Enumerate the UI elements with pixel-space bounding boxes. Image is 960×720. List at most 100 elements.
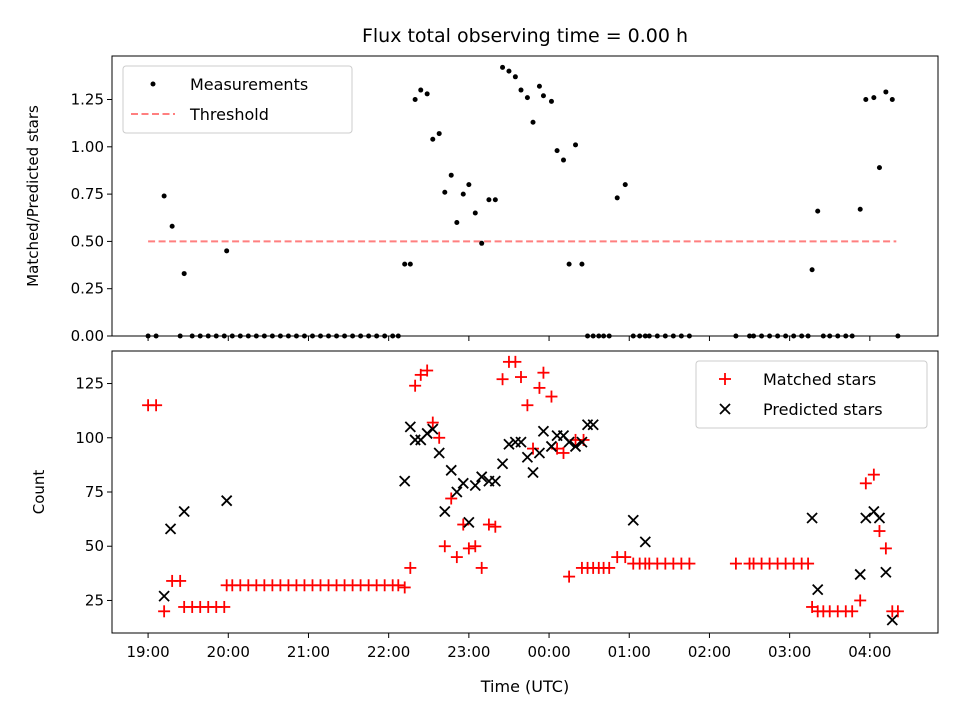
top-legend-box [122,65,353,134]
predicted-star-point [158,590,170,602]
measurement-point [181,271,187,277]
x-tick-label: 02:00 [688,643,731,661]
predicted-star-point [587,419,599,431]
matched-star-point [409,379,422,392]
measurement-point [863,97,869,103]
matched-star-point [218,600,231,613]
top-legend: Measurements Threshold [122,65,353,134]
measurement-point [161,193,167,199]
top-y-ticks: 0.00 0.25 0.50 0.75 1.00 1.25 [71,91,871,345]
measurement-point [430,136,436,142]
measurement-point [889,97,895,103]
top-chart-title: Flux total observing time = 0.00 h [362,25,688,47]
predicted-star-point [886,614,898,626]
predicted-star-point [503,438,515,450]
predicted-star-point [399,475,411,487]
measurement-point [492,197,498,203]
matched-star-point [450,551,463,564]
bottom-y-tick-label: 75 [85,483,104,501]
predicted-star-point [563,436,575,448]
measurement-point [536,83,542,89]
measurement-point [479,240,485,246]
measurement-point [169,223,175,229]
matched-star-point [619,551,632,564]
matched-star-point [521,399,534,412]
predicted-star-point [439,505,451,518]
x-tick-label: 01:00 [608,643,651,661]
measurement-point [857,206,863,212]
measurement-point [486,197,492,203]
x-tick-label: 19:00 [126,643,169,661]
measurement-point [500,64,506,70]
matched-star-point [414,368,427,381]
matched-star-point [509,355,522,368]
matched-star-point [438,540,451,553]
matched-star-point [398,581,411,594]
measurement-point [579,261,585,267]
predicted-star-point [496,458,509,470]
matched-star-point [867,468,880,481]
predicted-star-point [545,440,558,453]
predicted-star-point [421,427,433,440]
matched-star-point [489,520,502,533]
legend-predicted-label: Predicted stars [763,400,883,419]
matched-star-point [802,557,815,570]
x-tick-label: 00:00 [527,643,570,661]
matched-star-point [557,446,570,459]
predicted-star-point [527,466,539,479]
legend-matched-label: Matched stars [763,370,876,389]
matched-star-point [150,399,163,412]
measurement-point [554,148,560,154]
measurement-point [466,182,472,188]
matched-star-point [514,371,527,384]
legend-threshold-label: Threshold [189,105,269,124]
legend-predicted-marker [719,403,731,415]
measurement-point [472,210,478,216]
legend-measurements-label: Measurements [190,75,308,94]
measurement-point [809,267,815,273]
measurement-point [548,98,554,104]
measurement-point [224,248,230,254]
matched-star-point [603,561,616,574]
top-panel: Flux total observing time = 0.00 h Match… [24,25,939,345]
predicted-star-point [463,516,475,529]
x-tick-label: 23:00 [447,643,490,661]
matched-star-point [158,605,171,618]
top-y-tick-label: 0.00 [71,327,104,345]
predicted-star-point [476,471,488,483]
top-y-axis-label: Matched/Predicted stars [24,105,42,287]
predicted-star-point [457,477,469,489]
top-y-tick-label: 0.50 [71,232,104,250]
predicted-star-point [533,447,546,459]
matched-star-point [392,579,405,592]
measurement-point [530,119,536,125]
matched-star-point [475,561,488,574]
measurement-point [622,182,628,188]
top-y-tick-label: 0.75 [71,185,104,203]
measurement-point [407,261,413,267]
matched-star-point [462,542,475,555]
matched-star-point [433,431,446,444]
measurement-point [883,89,889,95]
predicted-star-point [880,566,892,578]
predicted-star-point [515,436,527,448]
measurement-point [442,189,448,195]
matched-star-point [846,605,859,618]
top-y-tick-label: 1.00 [71,138,104,156]
predicted-star-point [489,475,501,487]
predicted-star-point [221,495,233,507]
measurement-point [506,68,512,74]
matched-star-point [891,605,904,618]
bottom-legend-box [695,360,928,429]
matched-star-point [527,442,540,455]
matched-star-point [426,416,439,429]
bottom-x-axis-label: Time (UTC) [480,677,569,696]
predicted-star-point [627,514,639,526]
predicted-star-point [860,512,872,524]
top-y-tick-label: 1.25 [71,91,104,109]
predicted-star-point [469,479,481,492]
measurement-point [448,172,454,178]
predicted-star-point [164,523,177,535]
